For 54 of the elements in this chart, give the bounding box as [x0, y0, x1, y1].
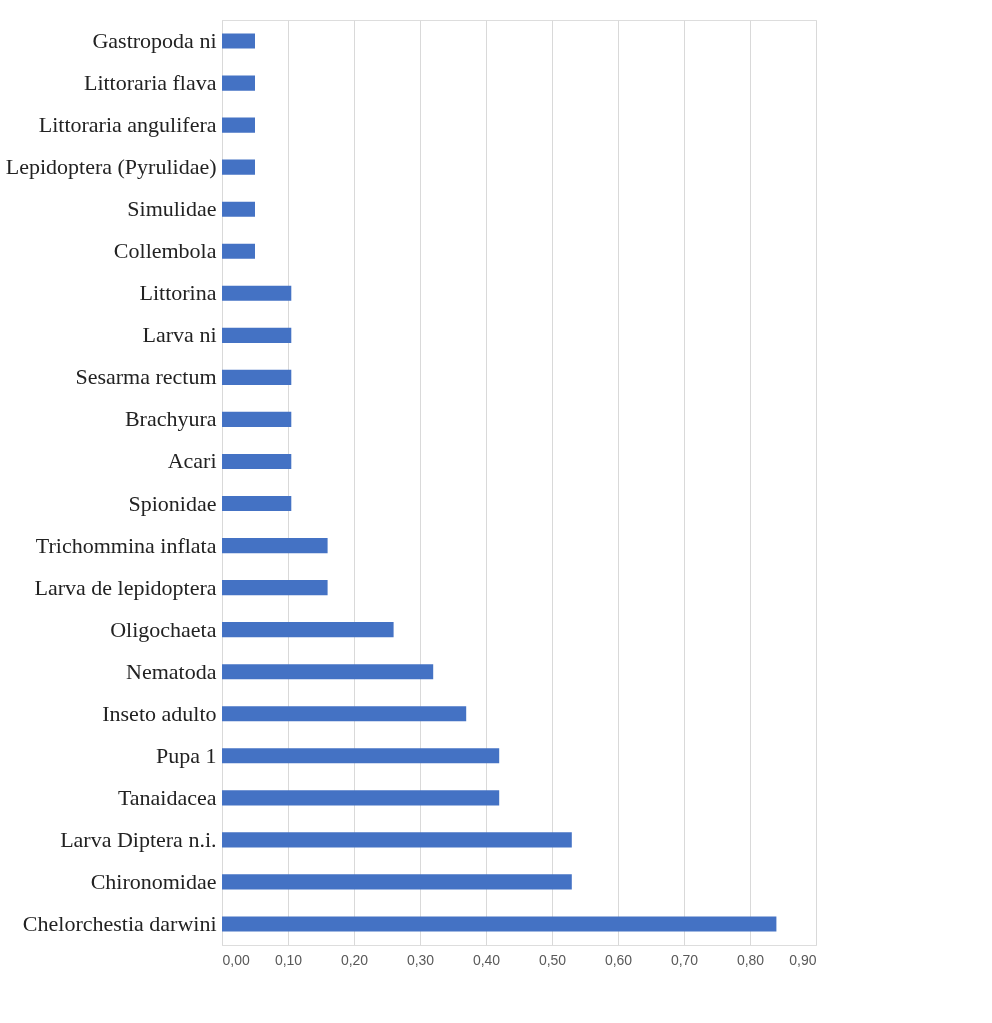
bar: [222, 33, 255, 49]
x-tick-label: 0,50: [538, 951, 567, 968]
x-tick-label: 0,40: [472, 951, 501, 968]
bar: [222, 832, 572, 848]
bar: [222, 580, 328, 596]
y-tick-label: Inseto adulto: [102, 700, 217, 726]
y-tick-label: Chironomidae: [90, 868, 217, 894]
y-tick-label: Acari: [167, 448, 217, 474]
y-tick-label: Littorina: [139, 280, 217, 306]
x-tick-label: 0,00: [222, 951, 250, 968]
y-tick-label: Simulidae: [127, 196, 217, 222]
y-tick-label: Larva Diptera n.i.: [60, 826, 217, 852]
y-tick-label: Littoraria angulifera: [38, 112, 217, 138]
y-tick-label: Gastropoda ni: [92, 28, 217, 54]
y-tick-label: Trichommina inflata: [35, 532, 217, 558]
y-tick-label: Littoraria flava: [83, 70, 217, 96]
x-tick-label: 0,10: [274, 951, 303, 968]
y-tick-label: Collembola: [113, 238, 217, 264]
bar: [222, 201, 255, 217]
y-tick-label: Larva ni: [142, 322, 217, 348]
x-tick-label: 0,30: [406, 951, 435, 968]
y-tick-label: Sesarma rectum: [75, 364, 217, 390]
bar: [222, 75, 255, 91]
y-tick-label: Larva de lepidoptera: [34, 574, 217, 600]
bar: [222, 453, 292, 470]
y-tick-label: Brachyura: [124, 406, 217, 432]
bar: [222, 327, 292, 343]
y-tick-label: Pupa 1: [156, 742, 217, 768]
bar: [222, 916, 777, 932]
x-tick-label: 0,80: [736, 951, 765, 968]
x-tick-label: 0,90: [789, 951, 817, 968]
bar: [222, 369, 292, 385]
bar: [222, 664, 434, 680]
bar: [222, 538, 328, 554]
bar: [222, 874, 572, 890]
bar: [222, 790, 500, 806]
bar: [222, 495, 292, 512]
x-tick-label: 0,20: [340, 951, 369, 968]
y-tick-label: Nematoda: [126, 658, 217, 684]
bar: [222, 706, 467, 722]
y-tick-label: Spionidae: [128, 490, 217, 516]
bar: [222, 243, 255, 259]
bar: [222, 622, 394, 638]
y-tick-label: Oligochaeta: [110, 616, 217, 642]
bar: [222, 411, 292, 427]
bar: [222, 285, 292, 301]
bar: [222, 159, 255, 175]
bar: [222, 748, 500, 764]
x-tick-label: 0,60: [604, 951, 633, 968]
y-tick-label: Lepidoptera (Pyrulidae): [5, 154, 217, 180]
y-tick-label: Tanaidacea: [117, 784, 217, 810]
bar: [222, 117, 255, 133]
x-tick-label: 0,70: [670, 951, 699, 968]
y-tick-label: Chelorchestia darwini: [22, 910, 217, 936]
